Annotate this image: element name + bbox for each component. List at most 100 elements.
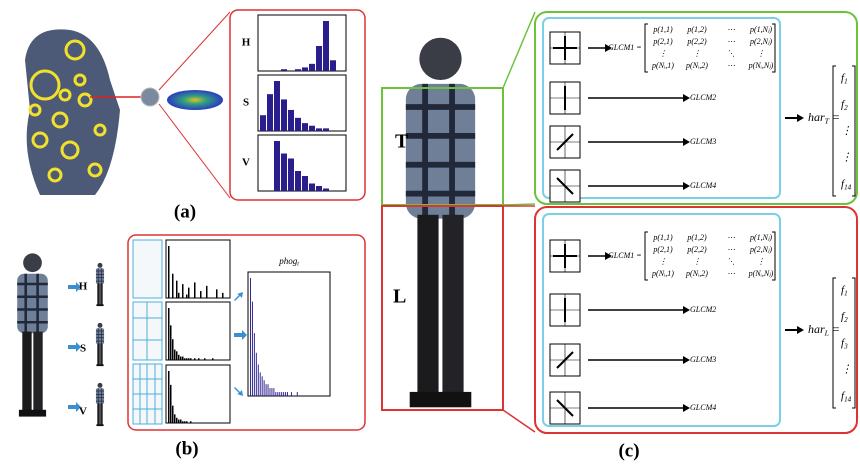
hist-bar — [262, 376, 263, 396]
math-label: f3 — [841, 337, 848, 350]
subscript: 14 — [844, 183, 852, 191]
math-label: f2 — [841, 310, 848, 323]
part-label: T — [395, 131, 409, 153]
math-label: f14 — [841, 178, 852, 191]
hist-bar — [188, 358, 190, 360]
math-label: ⋮ — [841, 151, 852, 163]
hist-bar — [184, 358, 186, 360]
hist-bar — [270, 388, 271, 396]
base: ⋮ — [841, 363, 852, 375]
hist-bar — [178, 420, 180, 423]
hist-bar — [258, 365, 259, 396]
hist-bar — [268, 384, 269, 396]
base: ⋮ — [841, 125, 852, 137]
matrix-entry: ⋯ — [727, 245, 735, 254]
hist-bar — [170, 385, 172, 423]
hist-bar — [316, 128, 322, 131]
subscript: 2 — [844, 315, 848, 323]
hist-bar — [281, 69, 287, 71]
base: har — [808, 110, 825, 124]
matrix-entry: ⋮ — [757, 49, 765, 58]
hist-bar — [200, 291, 202, 298]
person-small — [96, 323, 104, 366]
part-label: L — [393, 286, 406, 308]
hist-bar — [256, 353, 257, 396]
hist-bar — [291, 392, 292, 396]
glcm-label: GLCM3 — [690, 355, 716, 364]
hist-bar — [285, 392, 286, 396]
hist-bar — [182, 357, 184, 360]
hist-bar — [174, 350, 176, 360]
hist-bar — [250, 278, 251, 396]
hist-bar — [176, 281, 178, 298]
matrix-entry: ⋯ — [727, 233, 735, 242]
hist-bar — [186, 295, 188, 298]
hist-bar — [264, 380, 265, 396]
base: phog — [278, 256, 298, 266]
panel-label: (a) — [174, 201, 196, 222]
hist-bar — [295, 69, 301, 71]
hist-bar — [176, 418, 178, 423]
hist-bar — [194, 358, 196, 360]
hist-bar — [260, 372, 261, 396]
hist-bar — [316, 186, 322, 191]
hist-bar — [295, 118, 301, 131]
matrix-entry: ⋮ — [757, 257, 765, 266]
math-label: harT = — [808, 110, 840, 126]
panel-label: (c) — [618, 440, 639, 461]
matrix-entry: p(1,2) — [686, 233, 707, 242]
math-label: ⋮ — [841, 363, 852, 375]
hist-bar — [283, 392, 284, 396]
hist-bar — [172, 339, 174, 360]
base: har — [808, 322, 825, 336]
matrix-entry: p(1,Nⱼ) — [749, 233, 772, 242]
person — [17, 253, 48, 416]
channel-label: V — [242, 157, 250, 169]
math-label: f2 — [841, 98, 848, 111]
hist-bar — [198, 358, 200, 360]
math-label: harL = — [808, 322, 840, 338]
math-label: f1 — [841, 284, 848, 297]
hist-bar — [271, 388, 272, 396]
hist-bar — [252, 302, 253, 396]
person-small — [96, 383, 104, 426]
matrix-entry: p(Nᵢ,Nⱼ) — [748, 61, 774, 70]
suffix: = — [829, 110, 840, 124]
hist-bar — [186, 358, 188, 360]
glcm-label: GLCM2 — [690, 305, 716, 314]
channel-label: S — [243, 97, 249, 109]
panel-c — [382, 12, 857, 433]
hist-bar — [281, 154, 287, 192]
hist-bar — [182, 421, 184, 423]
hist-bar — [180, 357, 182, 360]
matrix-entry: p(2,Nⱼ) — [749, 37, 772, 46]
math-label: f14 — [841, 390, 852, 403]
matrix-entry: p(Nᵢ,2) — [685, 269, 708, 278]
hist-bar — [309, 184, 315, 192]
matrix-entry: p(Nᵢ,Nⱼ) — [748, 269, 774, 278]
hist-bar — [288, 110, 294, 131]
hist-bar — [275, 392, 276, 396]
hist-bar — [267, 94, 273, 131]
arrowhead — [683, 404, 690, 412]
math-label: ⋮ — [841, 125, 852, 137]
hist-bar — [323, 21, 329, 71]
hist-bar — [309, 64, 315, 71]
pyramid-cells — [133, 240, 162, 424]
hist-bar — [178, 355, 180, 360]
hist-frame — [166, 365, 230, 423]
subscript: 3 — [843, 342, 848, 350]
hist-bar — [273, 388, 274, 396]
glcm-label: GLCM1 = — [608, 43, 642, 52]
matrix-entry: p(2,1) — [652, 245, 673, 254]
hist-bar — [222, 293, 224, 298]
arrowhead — [683, 182, 690, 190]
matrix-entry: p(1,1) — [652, 233, 673, 242]
glcm-label: GLCM3 — [690, 137, 716, 146]
hist-bar — [178, 293, 180, 298]
hist-bar — [287, 392, 288, 396]
arrowhead — [797, 326, 804, 334]
hist-bar — [184, 421, 186, 423]
hist-bar — [302, 176, 308, 191]
math-label: phogt — [278, 256, 299, 268]
